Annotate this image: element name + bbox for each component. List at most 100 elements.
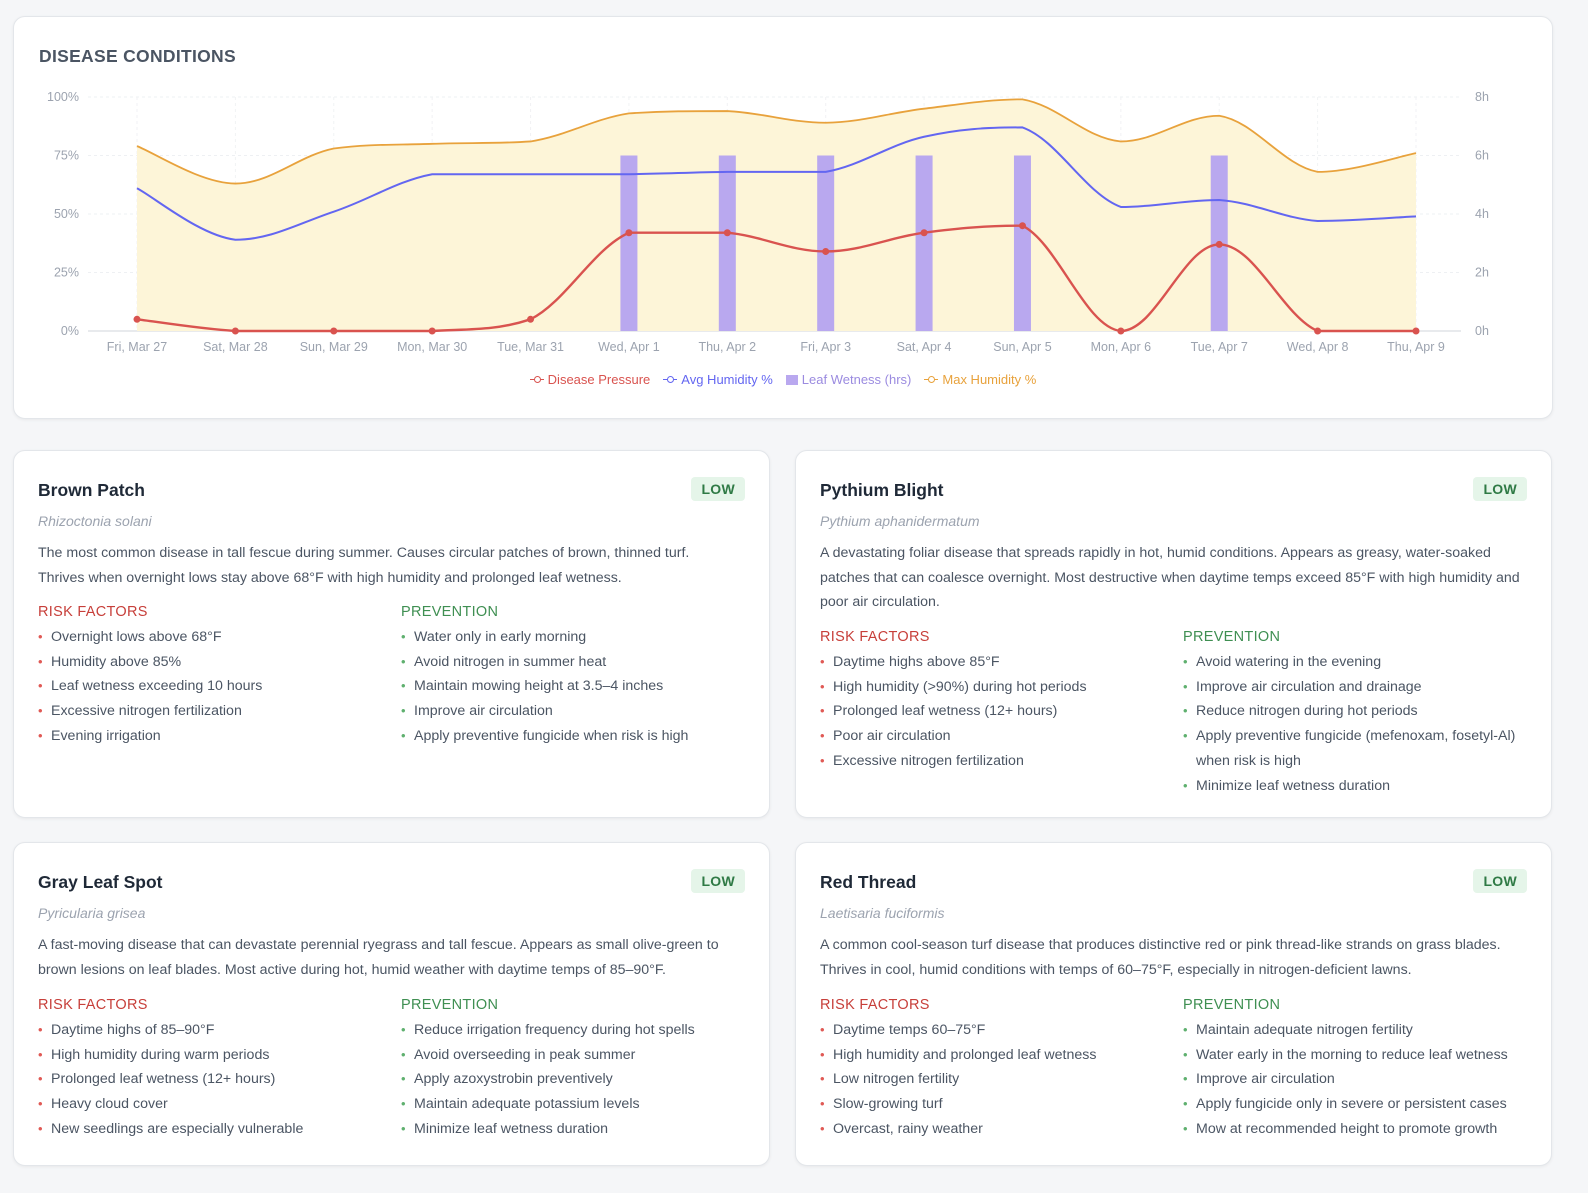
legend-max-humidity[interactable]: Max Humidity % <box>924 372 1036 387</box>
risk-factor-item: Prolonged leaf wetness (12+ hours) <box>820 699 1160 724</box>
legend-label: Max Humidity % <box>942 372 1037 387</box>
prevention-item: Apply preventive fungicide when risk is … <box>401 724 741 749</box>
disease-description: The most common disease in tall fescue d… <box>38 545 690 586</box>
disease-pressure-point <box>527 315 535 323</box>
leaf-wetness-bar <box>620 155 638 331</box>
prevention-item: Improve air circulation <box>1183 1067 1523 1092</box>
prevention-item: Avoid overseeding in peak summer <box>401 1043 741 1068</box>
max-humidity-line <box>136 98 1417 185</box>
risk-factors-section: RISK FACTORS Daytime highs above 85°F Hi… <box>820 629 1160 774</box>
disease-pressure-point <box>1314 327 1322 335</box>
disease-description: A devastating foliar disease that spread… <box>820 545 1520 610</box>
chart-title: DISEASE CONDITIONS <box>39 46 236 66</box>
x-tick-label: Tue, Mar 31 <box>497 340 564 354</box>
prevention-section: PREVENTION Water only in early morning A… <box>401 604 741 749</box>
x-tick-label: Tue, Apr 7 <box>1191 340 1248 354</box>
risk-level-badge: LOW <box>691 477 745 501</box>
disease-card-pythium-blight: Pythium Blight LOW Pythium aphanidermatu… <box>795 450 1552 818</box>
max-humidity-area <box>137 99 1416 331</box>
prevention-item: Improve air circulation <box>401 699 741 724</box>
risk-factor-item: Leaf wetness exceeding 10 hours <box>38 674 378 699</box>
disease-pressure-point <box>1412 327 1420 335</box>
prevention-heading: PREVENTION <box>1183 997 1281 1013</box>
x-tick-label: Sun, Apr 5 <box>993 340 1051 354</box>
x-tick-label: Sat, Apr 4 <box>897 340 952 354</box>
prevention-section: PREVENTION Reduce irrigation frequency d… <box>401 997 741 1142</box>
prevention-heading: PREVENTION <box>401 997 499 1013</box>
disease-card-brown-patch: Brown Patch LOW Rhizoctonia solani The m… <box>13 450 770 818</box>
risk-factor-item: High humidity during warm periods <box>38 1043 378 1068</box>
risk-factor-item: New seedlings are especially vulnerable <box>38 1117 378 1142</box>
legend-leaf-wetness[interactable]: Leaf Wetness (hrs) <box>785 372 912 387</box>
y-right-tick-label: 6h <box>1475 149 1489 163</box>
legend-label: Disease Pressure <box>547 372 651 387</box>
disease-card-red-thread: Red Thread LOW Laetisaria fuciformis A c… <box>795 842 1552 1166</box>
risk-factors-heading: RISK FACTORS <box>820 629 930 645</box>
prevention-item: Minimize leaf wetness duration <box>401 1117 741 1142</box>
risk-factor-item: Overnight lows above 68°F <box>38 625 378 650</box>
risk-factors-heading: RISK FACTORS <box>38 997 148 1013</box>
leaf-wetness-bar <box>915 155 933 331</box>
disease-pressure-point <box>428 327 436 335</box>
disease-pressure-point <box>133 315 141 323</box>
disease-pressure-point <box>822 247 830 255</box>
prevention-item: Avoid nitrogen in summer heat <box>401 650 741 675</box>
risk-factor-item: Daytime temps 60–75°F <box>820 1018 1160 1043</box>
risk-factor-item: Heavy cloud cover <box>38 1092 378 1117</box>
line-marker-icon <box>529 375 544 385</box>
risk-factor-item: Daytime highs above 85°F <box>820 650 1160 675</box>
y-left-tick-label: 75% <box>54 149 79 163</box>
prevention-item: Maintain adequate nitrogen fertility <box>1183 1018 1523 1043</box>
legend-avg-humidity[interactable]: Avg Humidity % <box>663 372 773 387</box>
legend-label: Leaf Wetness (hrs) <box>801 372 912 387</box>
prevention-item: Reduce irrigation frequency during hot s… <box>401 1018 741 1043</box>
prevention-heading: PREVENTION <box>1183 629 1281 645</box>
leaf-wetness-bar <box>817 155 835 331</box>
x-tick-label: Fri, Mar 27 <box>107 340 167 354</box>
disease-pressure-point <box>625 229 633 237</box>
legend-label: Avg Humidity % <box>681 372 773 387</box>
avg-humidity-line <box>136 126 1417 241</box>
line-marker-icon <box>924 375 939 385</box>
scientific-name: Pyricularia grisea <box>38 905 146 921</box>
disease-conditions-card: DISEASE CONDITIONS 0% 0h 25% 2h 50% 4h 75% 6h 10… <box>13 16 1553 419</box>
risk-factor-item: Poor air circulation <box>820 724 1160 749</box>
legend-disease-pressure[interactable]: Disease Pressure <box>529 372 651 387</box>
disease-pressure-point <box>330 327 338 335</box>
prevention-item: Improve air circulation and drainage <box>1183 675 1523 700</box>
scientific-name: Rhizoctonia solani <box>38 513 152 529</box>
x-tick-label: Wed, Apr 1 <box>598 340 660 354</box>
leaf-wetness-bar <box>718 155 736 331</box>
x-tick-label: Mon, Apr 6 <box>1091 340 1151 354</box>
risk-level-badge: LOW <box>691 869 745 893</box>
prevention-item: Avoid watering in the evening <box>1183 650 1523 675</box>
disease-name: Gray Leaf Spot <box>38 872 163 892</box>
x-tick-label: Mon, Mar 30 <box>397 340 467 354</box>
disease-name: Pythium Blight <box>820 480 944 500</box>
disease-pressure-point <box>1117 327 1125 335</box>
risk-factor-item: Evening irrigation <box>38 724 378 749</box>
scientific-name: Laetisaria fuciformis <box>820 905 945 921</box>
y-left-tick-label: 50% <box>54 207 79 221</box>
x-tick-label: Sat, Mar 28 <box>203 340 268 354</box>
prevention-item: Water only in early morning <box>401 625 741 650</box>
disease-description: A fast-moving disease that can devastate… <box>38 937 719 978</box>
x-tick-label: Wed, Apr 8 <box>1287 340 1349 354</box>
risk-factors-section: RISK FACTORS Overnight lows above 68°F H… <box>38 604 378 749</box>
y-right-tick-label: 4h <box>1475 207 1489 221</box>
risk-factor-item: Excessive nitrogen fertilization <box>820 749 1160 774</box>
prevention-item: Apply azoxystrobin preventively <box>401 1067 741 1092</box>
risk-factor-item: Overcast, rainy weather <box>820 1117 1160 1142</box>
risk-factors-section: RISK FACTORS Daytime highs of 85–90°F Hi… <box>38 997 378 1142</box>
y-left-tick-label: 25% <box>54 266 79 280</box>
prevention-item: Mow at recommended height to promote gro… <box>1183 1117 1523 1142</box>
risk-factor-item: Humidity above 85% <box>38 650 378 675</box>
risk-factor-item: Daytime highs of 85–90°F <box>38 1018 378 1043</box>
disease-pressure-point <box>1215 240 1223 248</box>
scientific-name: Pythium aphanidermatum <box>820 513 980 529</box>
disease-pressure-point <box>920 229 928 237</box>
prevention-item: Water early in the morning to reduce lea… <box>1183 1043 1523 1068</box>
y-right-tick-label: 0h <box>1475 324 1489 338</box>
x-tick-label: Thu, Apr 2 <box>698 340 756 354</box>
y-right-tick-label: 8h <box>1475 90 1489 104</box>
